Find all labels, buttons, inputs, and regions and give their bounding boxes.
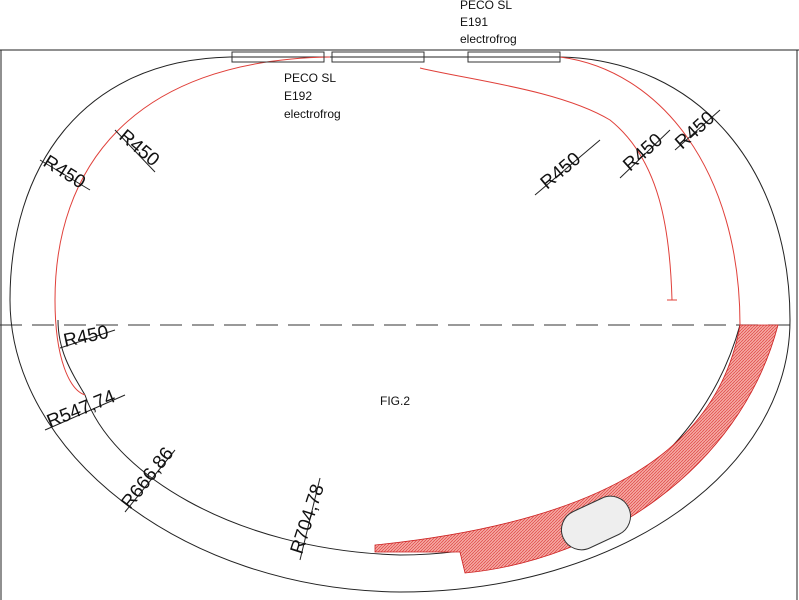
radius-marks — [39, 109, 721, 561]
frame — [0, 49, 799, 600]
radius-label: R450 — [619, 130, 667, 176]
turnout-label: PECO SL — [284, 71, 336, 85]
radius-label: R450 — [62, 322, 111, 352]
radius-label: R666,86 — [117, 444, 178, 514]
turnout-label: E191 — [460, 15, 488, 29]
turnout-label: electrofrog — [284, 107, 341, 121]
turnout-label: E192 — [284, 89, 312, 103]
radius-label: R704,78 — [287, 482, 329, 557]
radius-label: R450 — [671, 108, 719, 154]
labels: PECO SL E191 electrofrog PECO SL E192 el… — [39, 0, 719, 557]
turnout-label: PECO SL — [460, 0, 512, 12]
radius-label: R450 — [537, 149, 585, 194]
figure-title: FIG.2 — [380, 394, 410, 408]
tracks — [9, 51, 791, 593]
turnout-label: electrofrog — [460, 32, 517, 46]
radius-label: R450 — [115, 126, 163, 171]
radius-label: R450 — [39, 151, 89, 193]
